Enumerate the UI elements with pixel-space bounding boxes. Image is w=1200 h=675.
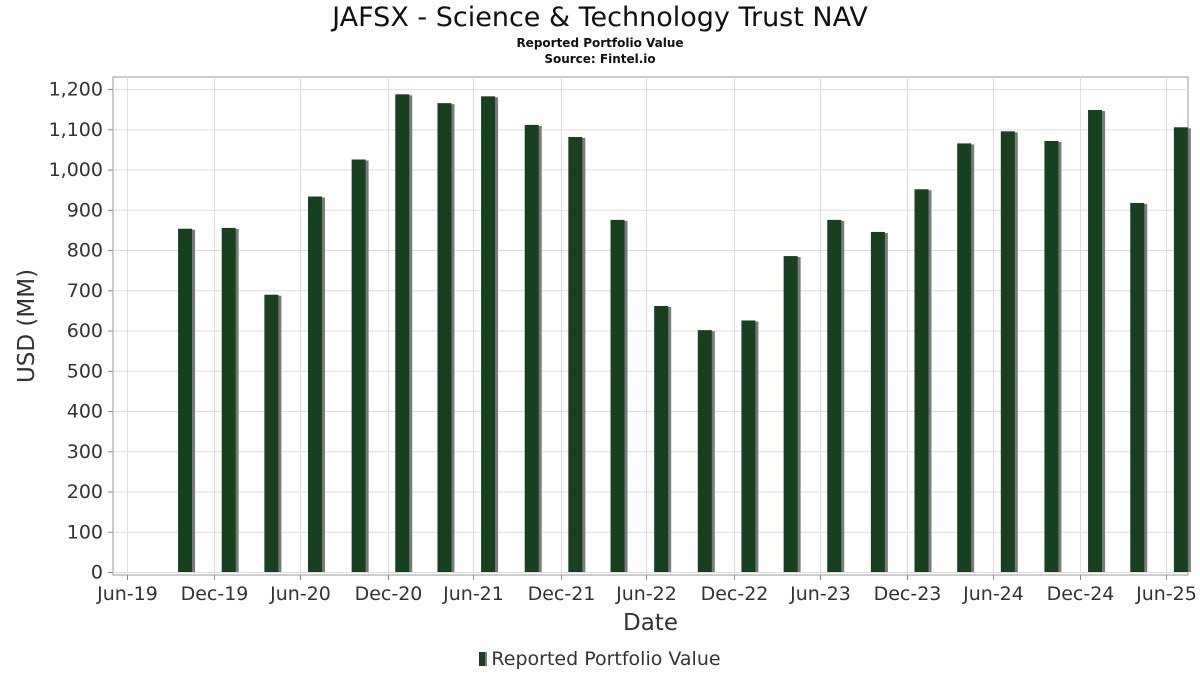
chart-source: Source: Fintel.io <box>544 52 656 66</box>
bar <box>783 256 798 572</box>
bar <box>1044 140 1059 573</box>
y-tick-label: 1,100 <box>49 119 103 141</box>
y-tick-label: 1,200 <box>49 79 103 101</box>
bar <box>957 143 972 572</box>
x-tick-label: Dec-19 <box>181 583 249 605</box>
y-tick-label: 800 <box>67 240 103 262</box>
bars <box>178 94 1191 573</box>
x-axis: Jun-19 Dec-19 Jun-20 Dec-20 Jun-21 Dec-21 Jun-… <box>96 575 1197 605</box>
x-axis-label: Date <box>623 610 678 636</box>
bar <box>481 96 496 572</box>
bar <box>870 231 885 572</box>
bar <box>914 189 929 572</box>
y-tick-label: 900 <box>67 199 103 221</box>
bar <box>654 305 669 572</box>
bar <box>1088 110 1103 572</box>
x-tick-label: Dec-22 <box>701 583 769 605</box>
bar <box>524 124 539 572</box>
legend: Reported Portfolio Value <box>0 648 1200 670</box>
y-tick-label: 500 <box>67 360 103 382</box>
chart-title: JAFSX - Science & Technology Trust NAV <box>332 2 868 33</box>
x-tick-label: Jun-23 <box>789 583 851 605</box>
legend-label: Reported Portfolio Value <box>491 648 721 670</box>
x-tick-label: Dec-23 <box>874 583 942 605</box>
bar <box>351 159 366 572</box>
x-tick-label: Jun-21 <box>442 583 504 605</box>
x-tick-label: Jun-19 <box>96 583 158 605</box>
bar <box>264 294 279 572</box>
bar <box>827 219 842 573</box>
bar <box>568 136 583 572</box>
x-tick-label: Dec-21 <box>528 583 596 605</box>
x-tick-label: Dec-20 <box>355 583 423 605</box>
y-axis: 0 100 200 300 400 500 600 700 800 900 1,000 1,100 1,… <box>49 79 113 584</box>
bar <box>1130 202 1145 572</box>
y-axis-label: USD (MM) <box>14 269 40 383</box>
bar <box>1173 127 1188 573</box>
bar <box>221 227 236 573</box>
x-tick-label: Jun-22 <box>615 583 677 605</box>
legend-swatch <box>479 652 488 666</box>
y-tick-label: 100 <box>67 521 103 543</box>
y-tick-label: 200 <box>67 481 103 503</box>
bar <box>610 219 625 573</box>
y-tick-label: 0 <box>91 562 103 584</box>
x-tick-label: Jun-25 <box>1135 583 1197 605</box>
bar <box>308 196 323 572</box>
bar <box>395 94 410 573</box>
x-tick-label: Jun-20 <box>269 583 331 605</box>
y-tick-label: 600 <box>67 320 103 342</box>
y-tick-label: 1,000 <box>49 159 103 181</box>
chart-subtitle: Reported Portfolio Value <box>516 36 684 50</box>
bar <box>1000 131 1015 572</box>
x-tick-label: Dec-24 <box>1047 583 1115 605</box>
x-tick-label: Jun-24 <box>962 583 1024 605</box>
bar <box>178 228 193 572</box>
bar <box>741 320 756 572</box>
y-tick-label: 400 <box>67 401 103 423</box>
y-tick-label: 700 <box>67 280 103 302</box>
bar <box>697 330 712 572</box>
bar <box>437 103 452 572</box>
y-tick-label: 300 <box>67 441 103 463</box>
